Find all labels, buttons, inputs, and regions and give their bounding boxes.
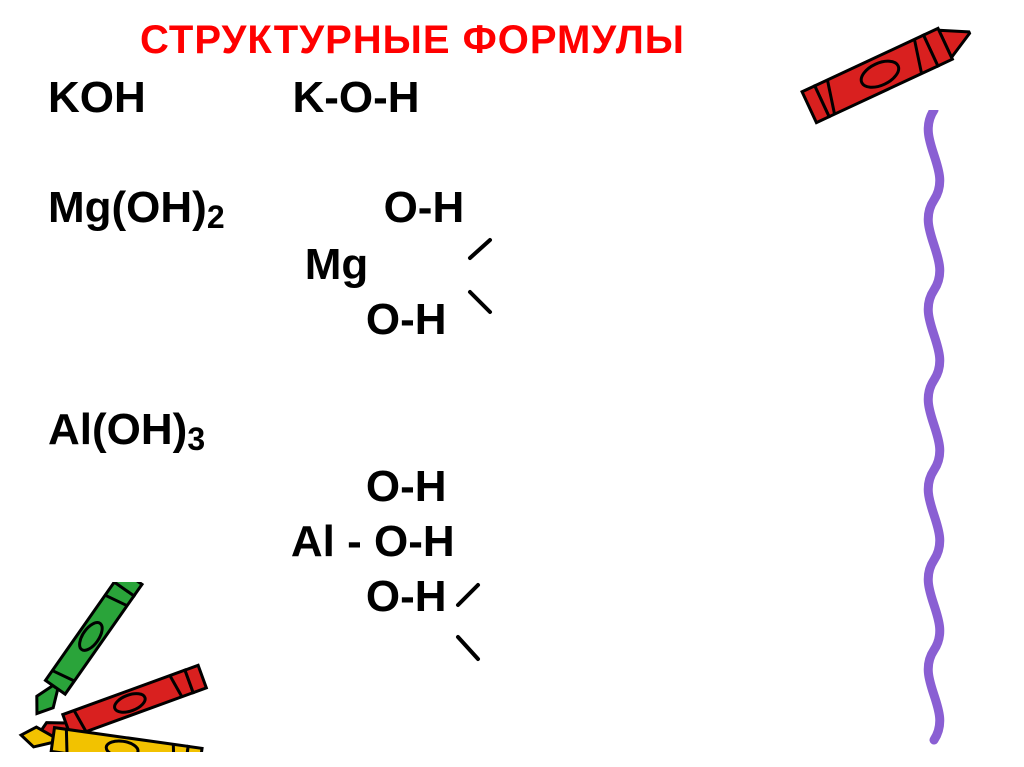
al-bond-lines: [430, 555, 530, 725]
mgoh2-struct-bottom: O-H: [366, 295, 447, 344]
aloh3-struct-top: O-H: [366, 462, 447, 511]
koh-row: KOH K-O-H: [48, 70, 464, 125]
squiggle-decoration: [904, 110, 964, 750]
aloh3-row3: Al - O-H: [48, 514, 464, 569]
koh-molecular: KOH: [48, 73, 146, 122]
mgoh2-row1: Mg(OH)2 O-H: [48, 180, 464, 237]
mgoh2-struct-center: Mg: [305, 240, 369, 289]
mgoh2-molecular: Mg(OH)2: [48, 183, 225, 232]
spacer: [48, 347, 464, 402]
mgoh2-row2: Mg: [48, 237, 464, 292]
aloh3-struct-mid-left: Al: [291, 517, 335, 566]
mgoh2-row3: O-H: [48, 292, 464, 347]
formula-block: KOH K-O-H Mg(OH)2 O-H Mg O-H Al(OH)3 O-H…: [48, 70, 464, 624]
aloh3-row2: O-H: [48, 459, 464, 514]
aloh3-row1: Al(OH)3: [48, 402, 464, 459]
mg-bond-lines: [445, 210, 525, 360]
koh-structural: K-O-H: [292, 73, 419, 122]
crayons-group-icon: [5, 582, 245, 752]
page-title: СТРУКТУРНЫЕ ФОРМУЛЫ: [140, 18, 685, 63]
aloh3-molecular: Al(OH)3: [48, 405, 205, 454]
spacer: [48, 125, 464, 180]
